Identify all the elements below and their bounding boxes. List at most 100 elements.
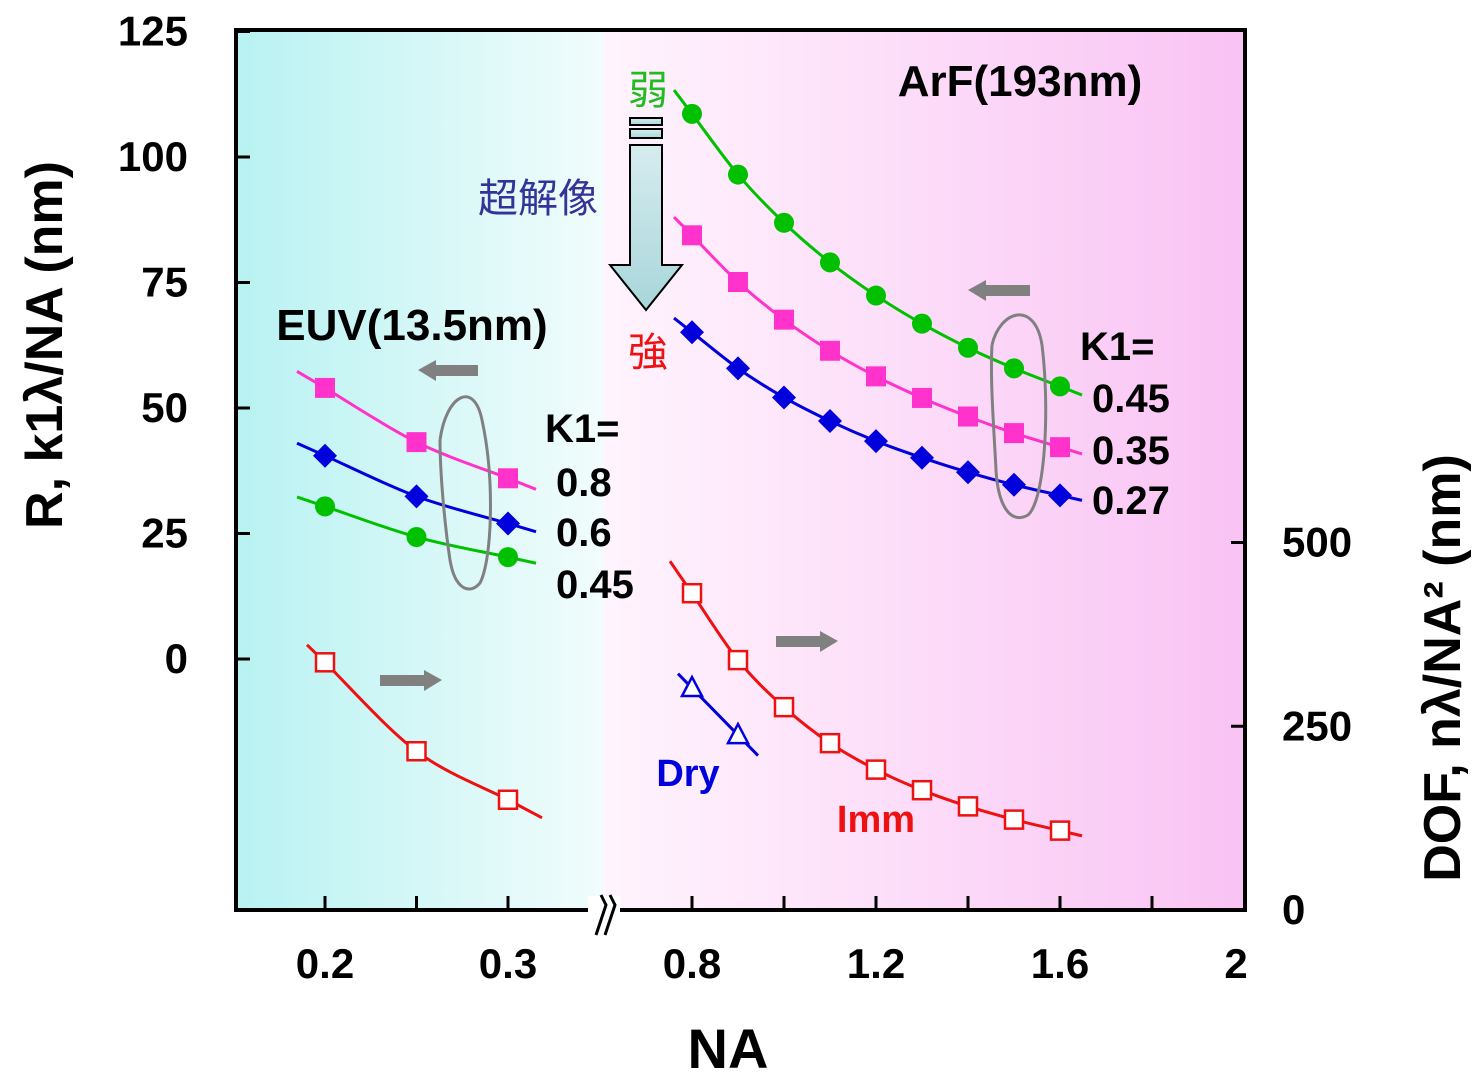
euv-k1-label: K1= xyxy=(545,407,620,451)
arf-k1-0.35-point xyxy=(774,309,794,330)
strong-label: 強 xyxy=(628,330,668,376)
arf-series-label-0.27: 0.27 xyxy=(1092,479,1170,523)
super-resolution-arrow xyxy=(607,117,685,312)
euv-right-arrow xyxy=(380,670,442,691)
euv-k1-0.6-point xyxy=(496,511,520,536)
euv-k1-0.6-point xyxy=(404,484,429,509)
arf-series-label-0.35: 0.35 xyxy=(1092,429,1170,473)
arf-dof-imm-point xyxy=(957,796,979,817)
arf-dof-imm-point xyxy=(911,779,933,801)
euv-series-label-0.6: 0.6 xyxy=(556,511,612,555)
arf-k1-0.27-point xyxy=(772,385,796,410)
arf-dof-dry-point xyxy=(679,674,705,698)
arf-k1-0.45-point xyxy=(682,103,702,124)
y-left-tick-labels: 125 100 75 50 25 0 xyxy=(118,8,188,683)
x-tick-labels: 0.2 0.3 0.8 1.2 1.6 2 xyxy=(296,940,1248,987)
y-right-tick-labels: 500 250 0 xyxy=(1282,519,1352,934)
arf-k1-0.35-point xyxy=(1004,423,1024,444)
arf-dof-imm-point xyxy=(681,582,703,604)
imm-label: Imm xyxy=(837,799,915,841)
x-tick-label: 2 xyxy=(1224,940,1247,987)
euv-title: EUV(13.5nm) xyxy=(276,301,547,350)
y-left-tick-label: 100 xyxy=(118,133,188,180)
euv-dof-point xyxy=(406,740,427,762)
x-tick-label: 1.6 xyxy=(1031,940,1089,987)
series-markers xyxy=(313,103,1072,841)
arf-k1-0.45-point xyxy=(1004,358,1024,379)
super-resolution-label: 超解像 xyxy=(478,176,598,222)
y-left-tick-label: 50 xyxy=(141,384,188,431)
arf-k1-0.45-point xyxy=(866,285,886,306)
euv-series-label-0.8: 0.8 xyxy=(556,461,612,505)
x-tick-label: 0.8 xyxy=(663,940,721,987)
arf-k1-0.27-point xyxy=(1048,483,1072,508)
arf-k1-0.35-point xyxy=(820,340,840,361)
arf-k1-0.45-point xyxy=(774,212,794,233)
euv-dof-point xyxy=(497,789,519,810)
arf-series-label-0.45: 0.45 xyxy=(1092,377,1170,421)
x-tick-label: 0.3 xyxy=(479,940,537,987)
y-left-tick-label: 0 xyxy=(165,635,188,682)
arf-k1-0.35-point xyxy=(682,225,702,246)
dry-label: Dry xyxy=(656,753,719,795)
arf-k1-0.35-point xyxy=(958,406,978,427)
y-right-tick-label: 250 xyxy=(1282,702,1352,749)
arf-k1-0.27-point xyxy=(818,409,842,434)
arf-dof-imm-point xyxy=(1049,820,1071,841)
euv-background xyxy=(236,30,604,910)
arf-k1-0.45-point xyxy=(958,337,978,358)
euv-k1-0.45-point xyxy=(315,496,335,517)
arf-right-arrow xyxy=(776,631,838,652)
arf-dof-imm-point xyxy=(819,732,841,754)
arf-dof-dry-point xyxy=(725,721,751,745)
arf-dof-imm-point xyxy=(1003,809,1025,830)
euv-k1-0.8-point xyxy=(406,432,427,453)
arf-k1-0.27-point xyxy=(956,460,980,485)
arf-k1-0.35-point xyxy=(912,387,932,408)
arf-background xyxy=(604,30,1245,910)
euv-k1-0.6-point xyxy=(313,443,337,468)
arf-dof-imm-point xyxy=(727,649,749,671)
euv-left-arrow xyxy=(418,360,478,381)
arf-k1-0.35-point xyxy=(866,366,886,387)
x-tick-label: 0.2 xyxy=(296,940,354,987)
arf-k1-0.27-point xyxy=(1002,472,1026,497)
axis-break-mark xyxy=(594,894,617,936)
y-right-tick-label: 0 xyxy=(1282,886,1305,933)
arf-left-arrow xyxy=(968,280,1030,301)
arf-k1-0.35-point xyxy=(728,271,748,292)
arf-k1-0.45-point xyxy=(820,252,840,273)
arf-k1-0.45-point xyxy=(728,164,748,185)
arf-k1-0.27-point xyxy=(680,320,704,345)
y-left-tick-label: 125 xyxy=(118,8,188,55)
euv-series-label-0.45: 0.45 xyxy=(556,563,634,607)
euv-dof-point xyxy=(314,652,336,673)
arf-dof-imm-point xyxy=(773,696,795,718)
y-left-tick-label: 25 xyxy=(141,510,188,557)
weak-label: 弱 xyxy=(628,68,668,114)
arf-k1-0.27-point xyxy=(726,356,750,381)
arf-dof-dry-line xyxy=(676,672,760,757)
y-left-tick-label: 75 xyxy=(141,259,188,306)
euv-k1-0.45-point xyxy=(406,527,427,548)
arf-dof-imm-point xyxy=(865,759,887,780)
plot-frame xyxy=(234,28,1247,912)
y-left-axis-title: R, k1λ/NA (nm) xyxy=(16,161,74,529)
x-tick-label: 1.2 xyxy=(847,940,905,987)
euv-k1-0.45-point xyxy=(498,547,518,568)
axis-ticks xyxy=(236,30,1245,910)
arf-title: ArF(193nm) xyxy=(898,57,1143,106)
arf-k1-0.27-point xyxy=(910,445,934,470)
arf-k1-0.45-point xyxy=(1050,376,1070,397)
arf-k1-0.45-point xyxy=(912,313,932,334)
arf-k1-0.35-point xyxy=(1050,437,1070,458)
euv-k1-0.8-point xyxy=(315,377,335,398)
arf-k1-0.27-point xyxy=(864,429,888,454)
y-right-tick-label: 500 xyxy=(1282,519,1352,566)
arf-loop xyxy=(989,313,1048,519)
euv-k1-0.8-point xyxy=(498,468,518,489)
x-axis-title: NA xyxy=(688,1017,769,1075)
y-right-axis-title: DOF, nλ/NA² (nm) xyxy=(1414,454,1472,882)
euv-loop xyxy=(438,395,492,591)
